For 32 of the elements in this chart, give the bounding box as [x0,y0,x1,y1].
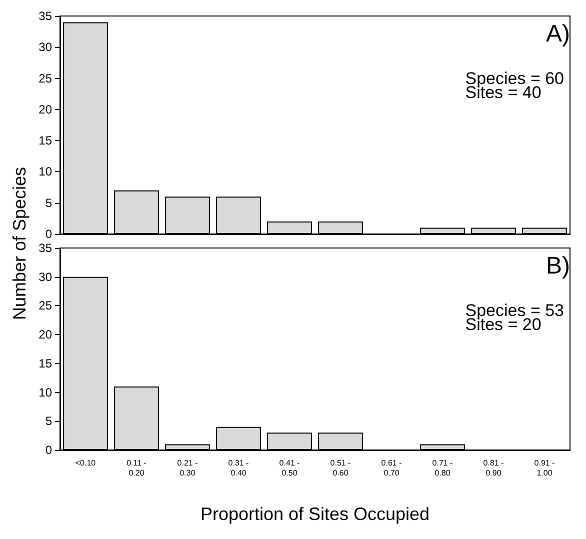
x-tick-label: 0.71 - 0.80 [432,458,454,478]
annotation: B) [546,252,570,280]
x-tick-label: 0.41 - 0.50 [279,458,300,478]
annotation: A) [546,20,570,48]
annotation: Species = 60 Sites = 40 [465,69,564,102]
y-tick-label: 0 [45,443,52,457]
y-axis-title: Number of Species [10,166,30,322]
y-tick-label: 25 [38,298,52,313]
y-tick-label: 15 [38,134,52,148]
y-tick-label: 5 [45,196,52,210]
x-tick-label: 0.81 - 0.90 [483,458,504,478]
y-tick-label: 30 [38,270,52,284]
x-tick-label: <0.10 [75,458,96,468]
y-tick-label: 10 [38,164,52,179]
y-tick-label: 10 [38,385,52,400]
y-tick-label: 35 [38,241,52,255]
y-tick-label: 20 [38,102,52,116]
x-axis-title: Proportion of Sites Occupied [200,504,430,524]
annotation: Species = 53 Sites = 20 [465,301,564,334]
y-tick-label: 5 [45,414,52,428]
y-tick-label: 20 [38,328,52,342]
y-tick-label: 15 [38,356,52,370]
y-tick-label: 25 [38,71,52,86]
y-tick-label: 35 [38,9,52,23]
y-tick-label: 30 [38,40,52,54]
x-tick-label: 0.91 - 1.00 [534,458,556,478]
x-tick-label: 0.21 - 0.30 [177,458,198,478]
y-tick-label: 0 [45,227,52,241]
x-tick-label: 0.51 - 0.60 [330,458,352,478]
x-tick-label: 0.31 - 0.40 [228,458,250,478]
x-tick-label: 0.11 - 0.20 [126,458,147,478]
x-tick-label: 0.61 - 0.70 [381,458,402,478]
